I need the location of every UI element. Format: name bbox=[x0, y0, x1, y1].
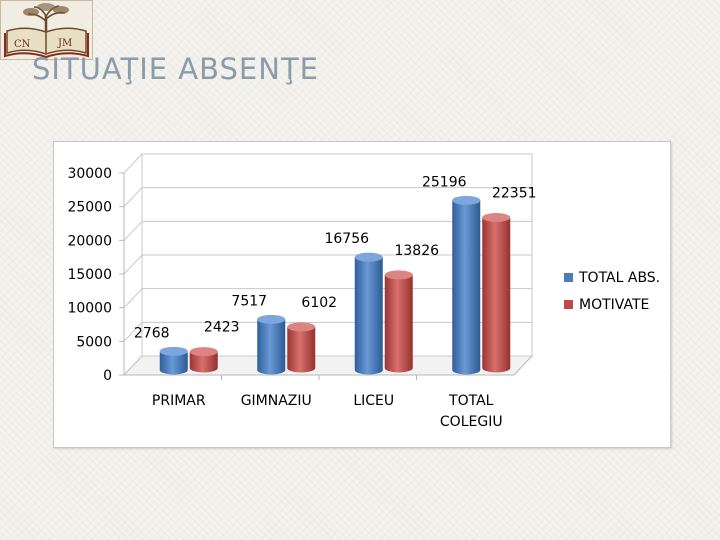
data-label: 7517 bbox=[231, 293, 267, 309]
y-tick-label: 0 bbox=[103, 368, 112, 384]
gridline-diag bbox=[123, 321, 143, 342]
y-axis: 0 5000 10000 15000 20000 25000 30000 bbox=[67, 166, 124, 384]
logo-right-text: JM bbox=[57, 38, 72, 49]
y-tick-label: 30000 bbox=[67, 166, 112, 182]
bar-top bbox=[452, 195, 481, 205]
x-tick-label: LICEU bbox=[353, 393, 394, 409]
bar-body bbox=[189, 351, 218, 373]
bar-total-abs-gimnaziu bbox=[257, 314, 286, 375]
gridline-diag bbox=[123, 288, 143, 309]
x-axis: PRIMAR GIMNAZIU LICEU TOTAL COLEGIU bbox=[152, 375, 503, 430]
bar-top bbox=[354, 252, 383, 262]
y-tick-label: 5000 bbox=[76, 334, 112, 350]
gridline-diag bbox=[123, 187, 143, 208]
bar-motivate-liceu bbox=[384, 270, 413, 373]
data-label: 6102 bbox=[301, 295, 337, 311]
gridline-diag bbox=[123, 355, 143, 376]
slide-title: SITUAŢIE ABSENŢE bbox=[32, 52, 319, 86]
x-tick-label: PRIMAR bbox=[152, 393, 206, 409]
x-tick-label: COLEGIU bbox=[440, 414, 503, 430]
y-tick-label: 10000 bbox=[67, 301, 112, 317]
bar-body bbox=[159, 351, 188, 375]
legend-label: TOTAL ABS. bbox=[578, 270, 660, 286]
bar-body bbox=[384, 274, 413, 373]
bar-top bbox=[159, 346, 188, 356]
data-label: 22351 bbox=[492, 186, 537, 202]
bar-top bbox=[257, 314, 286, 324]
book-tree-icon: CN JM bbox=[4, 3, 89, 59]
bar-motivate-primar bbox=[189, 347, 218, 373]
bar-total-abs-total-colegiu bbox=[452, 195, 481, 375]
legend-swatch bbox=[564, 300, 573, 309]
legend-swatch bbox=[564, 273, 573, 282]
y-tick-label: 15000 bbox=[67, 267, 112, 283]
legend-label: MOTIVATE bbox=[579, 297, 649, 313]
bar-body bbox=[482, 217, 511, 373]
bar-motivate-gimnaziu bbox=[287, 322, 316, 373]
bar-total-abs-liceu bbox=[354, 252, 383, 375]
gridline-diag bbox=[123, 220, 143, 241]
data-labels: 2768 2423 7517 6102 16756 13826 25196 22351 bbox=[134, 174, 537, 341]
bar-motivate-total-colegiu bbox=[482, 213, 511, 373]
data-label: 2423 bbox=[204, 320, 240, 336]
legend: TOTAL ABS. MOTIVATE bbox=[564, 270, 660, 313]
bar-body bbox=[287, 326, 316, 373]
bars bbox=[159, 195, 511, 375]
school-logo: CN JM bbox=[0, 0, 93, 60]
data-label: 2768 bbox=[134, 325, 170, 341]
y-tick-label: 20000 bbox=[67, 233, 112, 249]
data-label: 13826 bbox=[394, 243, 439, 259]
gridline-diag bbox=[123, 153, 143, 174]
x-tick-label: TOTAL bbox=[448, 393, 494, 409]
data-label: 16756 bbox=[324, 231, 369, 247]
bar-top bbox=[189, 347, 218, 357]
bar-chart: 0 5000 10000 15000 20000 25000 30000 PRIMAR GIM… bbox=[67, 153, 660, 430]
logo-left-text: CN bbox=[14, 39, 31, 50]
bar-body bbox=[257, 319, 286, 375]
bar-top bbox=[482, 213, 511, 223]
bar-top bbox=[384, 270, 413, 280]
bar-total-abs-primar bbox=[159, 346, 188, 375]
bar-top bbox=[287, 322, 316, 332]
bar-body bbox=[452, 200, 481, 375]
chart-panel: 0 5000 10000 15000 20000 25000 30000 PRIMAR GIM… bbox=[53, 141, 671, 448]
gridline-diag bbox=[123, 254, 143, 275]
y-tick-label: 25000 bbox=[67, 200, 112, 216]
data-label: 25196 bbox=[422, 174, 467, 190]
x-tick-label: GIMNAZIU bbox=[241, 393, 312, 409]
bar-body bbox=[354, 257, 383, 375]
